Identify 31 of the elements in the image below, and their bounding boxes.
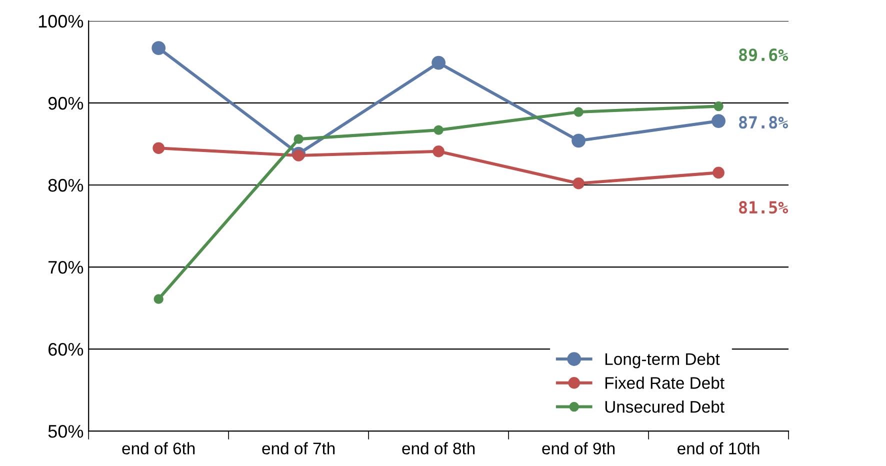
point [154,294,164,304]
x-tick-label: end of 8th [402,442,475,454]
point [152,41,166,55]
y-tick-label: 80% [48,178,84,192]
point [432,145,444,158]
point [572,134,586,148]
point [712,114,726,128]
data-label: 81.5% [739,201,788,214]
point [572,177,584,190]
x-tick-label: end of 6th [122,442,195,454]
x-tick-label: end of 9th [542,442,615,454]
y-tick-label: 60% [48,342,84,356]
point [714,101,724,112]
x-tick-label: end of 7th [262,442,335,454]
point [292,150,304,162]
y-tick-label: 50% [48,424,84,438]
point [152,142,164,154]
point [294,134,304,144]
data-label: 87.8% [739,116,788,129]
point [712,166,724,179]
y-tick-label: 90% [48,96,84,110]
y-tick-label: 100% [38,14,84,28]
y-tick-label: 70% [48,260,84,274]
point [432,56,446,70]
point [434,125,444,135]
point [574,107,584,117]
legend-label: Unsecured Debt [605,400,724,413]
data-label: 89.6% [739,48,788,62]
legend-label: Fixed Rate Debt [605,376,724,389]
x-tick-label: end of 10th [678,442,760,454]
legend-label: Long-term Debt [605,352,720,368]
